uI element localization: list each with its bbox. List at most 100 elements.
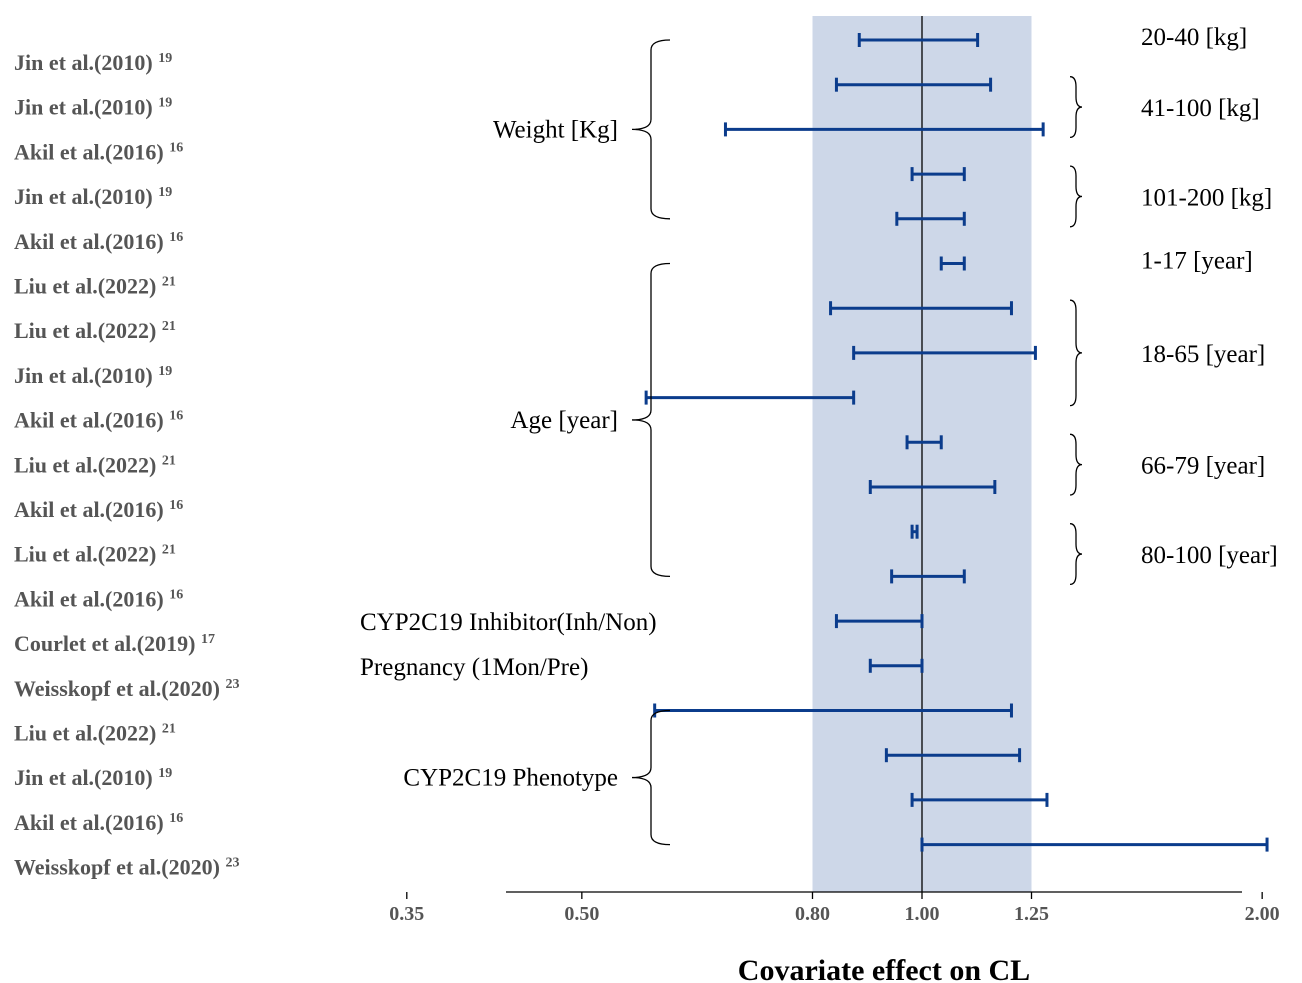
- subgroup-brace: [1069, 165, 1083, 228]
- subgroup-brace: [1069, 433, 1083, 496]
- x-tick-label: 0.50: [564, 903, 599, 925]
- study-label: Jin et al.(2010) 19: [14, 50, 172, 75]
- study-labels: Jin et al.(2010) 19 Jin et al.(2010) 19 Ak…: [14, 50, 239, 880]
- x-tick-label: 0.80: [795, 903, 830, 925]
- ci-bar: [723, 122, 1045, 137]
- ci-bar: [905, 435, 943, 450]
- covariate-label: CYP2C19 Inhibitor(Inh/Non): [360, 609, 657, 636]
- subgroup: 66-79 [year]: [1069, 433, 1265, 496]
- confidence-intervals: [644, 33, 1269, 852]
- study-label: Liu et al.(2022) 21: [14, 274, 176, 299]
- ci-bar: [890, 569, 966, 584]
- ci-bar: [868, 480, 997, 494]
- study-label: Akil et al.(2016) 16: [14, 139, 183, 164]
- covariate-group: CYP2C19 Inhibitor(Inh/Non): [360, 609, 657, 636]
- group-brace: [631, 39, 671, 220]
- subgroup-label: 41-100 [kg]: [1141, 95, 1260, 122]
- subgroup-label: 66-79 [year]: [1141, 453, 1265, 480]
- reference-number: 21: [162, 453, 176, 468]
- subgroup-brace: [1069, 523, 1083, 586]
- reference-number: 16: [169, 140, 183, 155]
- covariate-group: Pregnancy (1Mon/Pre): [360, 654, 588, 681]
- ci-bar: [834, 614, 924, 629]
- study-label: Akil et al.(2016) 16: [14, 586, 183, 611]
- subgroup: 1-17 [year]: [1141, 248, 1253, 275]
- reference-number: 16: [169, 587, 183, 602]
- subgroup-braces: 20-40 [kg] 41-100 [kg] 101-200 [kg] 1-17 [y…: [1069, 24, 1278, 586]
- study-label: Liu et al.(2022) 21: [14, 452, 176, 477]
- study-label: Akil et al.(2016) 16: [14, 497, 183, 522]
- subgroup: 20-40 [kg]: [1141, 24, 1247, 51]
- subgroup-brace: [1069, 299, 1083, 407]
- reference-number: 23: [225, 677, 239, 692]
- subgroup-label: 18-65 [year]: [1141, 341, 1265, 368]
- study-label: Liu et al.(2022) 21: [14, 318, 176, 343]
- subgroup-label: 101-200 [kg]: [1141, 184, 1272, 211]
- study-label: Akil et al.(2016) 16: [14, 408, 183, 433]
- study-label: Weisskopf et al.(2020) 23: [14, 855, 239, 880]
- reference-number: 21: [162, 543, 176, 558]
- subgroup-label: 20-40 [kg]: [1141, 24, 1247, 51]
- study-label: Jin et al.(2010) 19: [14, 765, 172, 790]
- subgroup-label: 80-100 [year]: [1141, 542, 1278, 569]
- covariate-group: Age [year]: [510, 262, 671, 578]
- ci-bar: [829, 301, 1013, 316]
- subgroup: 41-100 [kg]: [1069, 76, 1260, 139]
- covariate-group: Weight [Kg]: [493, 39, 671, 220]
- ci-bar: [653, 703, 1013, 718]
- reference-number: 16: [169, 409, 183, 424]
- reference-number: 23: [225, 856, 239, 871]
- x-tick-label: 0.35: [389, 903, 424, 925]
- ci-bar: [834, 77, 993, 92]
- subgroup-brace: [1069, 76, 1083, 139]
- study-label: Liu et al.(2022) 21: [14, 542, 176, 567]
- ci-bar: [857, 33, 980, 47]
- reference-number: 21: [162, 275, 176, 290]
- study-label: Akil et al.(2016) 16: [14, 810, 183, 835]
- group-brace: [631, 709, 671, 846]
- reference-number: 21: [162, 722, 176, 737]
- ci-bar: [910, 524, 919, 539]
- ci-bar: [910, 167, 966, 182]
- subgroup: 80-100 [year]: [1069, 523, 1278, 586]
- subgroup: 18-65 [year]: [1069, 299, 1265, 407]
- covariate-group: CYP2C19 Phenotype: [403, 709, 671, 846]
- x-axis-label: Covariate effect on CL: [738, 954, 1030, 983]
- reference-number: 19: [158, 766, 172, 781]
- reference-number: 19: [158, 364, 172, 379]
- study-label: Jin et al.(2010) 19: [14, 184, 172, 209]
- covariate-group-braces: Weight [Kg] Age [year] CYP2C19 Inhibitor(I…: [360, 39, 671, 846]
- study-label: Liu et al.(2022) 21: [14, 721, 176, 746]
- x-tick-label: 2.00: [1245, 903, 1280, 925]
- covariate-label: Age [year]: [510, 407, 618, 434]
- study-label: Akil et al.(2016) 16: [14, 229, 183, 254]
- covariate-label: Pregnancy (1Mon/Pre): [360, 654, 588, 681]
- reference-number: 19: [158, 96, 172, 111]
- reference-number: 16: [169, 498, 183, 513]
- covariate-label: CYP2C19 Phenotype: [403, 765, 618, 792]
- reference-number: 17: [201, 632, 215, 647]
- reference-number: 19: [158, 51, 172, 66]
- ci-bar: [939, 256, 966, 271]
- x-axis: 0.35 0.50 0.80 1.00 1.25 2.00: [389, 891, 1280, 925]
- study-label: Jin et al.(2010) 19: [14, 363, 172, 388]
- study-label: Courlet et al.(2019) 17: [14, 631, 215, 656]
- study-label: Jin et al.(2010) 19: [14, 95, 172, 120]
- reference-number: 21: [162, 319, 176, 334]
- x-tick-label: 1.25: [1014, 903, 1049, 925]
- ci-bar: [868, 658, 924, 673]
- covariate-label: Weight [Kg]: [493, 116, 618, 143]
- reference-number: 16: [169, 811, 183, 826]
- x-tick-label: 1.00: [905, 903, 940, 925]
- subgroup: 101-200 [kg]: [1069, 165, 1272, 228]
- ci-bar: [895, 211, 966, 226]
- ci-bar: [852, 345, 1037, 360]
- reference-number: 16: [169, 230, 183, 245]
- subgroup-label: 1-17 [year]: [1141, 248, 1253, 275]
- ci-bar: [920, 837, 1269, 852]
- ci-bar: [910, 792, 1049, 807]
- ci-bar: [644, 390, 856, 405]
- reference-number: 19: [158, 185, 172, 200]
- study-label: Weisskopf et al.(2020) 23: [14, 676, 239, 701]
